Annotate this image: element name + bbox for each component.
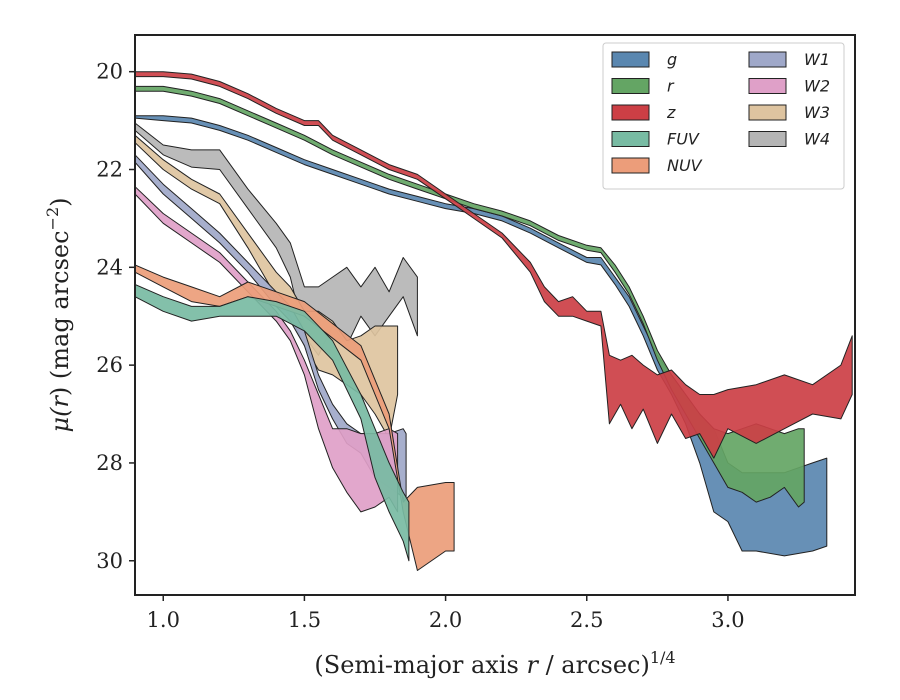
x-tick-label: 3.0 bbox=[711, 608, 744, 632]
band-g bbox=[135, 115, 828, 557]
legend-swatch-r bbox=[611, 78, 650, 94]
y-tick-label: 28 bbox=[96, 451, 123, 475]
y-tick-label: 24 bbox=[96, 255, 123, 279]
band-w3 bbox=[135, 134, 399, 439]
legend-label-fuv: FUV bbox=[667, 130, 700, 149]
legend-label-w2: W2 bbox=[804, 77, 830, 96]
band-z bbox=[135, 71, 853, 459]
legend-swatch-w4 bbox=[748, 131, 787, 147]
x-tick-label: 1.5 bbox=[288, 608, 321, 632]
legend-label-w4: W4 bbox=[804, 130, 830, 149]
legend-label-nuv: NUV bbox=[667, 156, 703, 175]
y-axis-label: μ(r) (mag arcsec−2) bbox=[43, 197, 74, 432]
legend-label-w3: W3 bbox=[804, 103, 830, 122]
legend-label-z: z bbox=[666, 103, 676, 122]
legend-swatch-g bbox=[611, 51, 650, 68]
y-tick-label: 20 bbox=[96, 60, 123, 84]
legend-swatch-w3 bbox=[748, 104, 787, 121]
x-tick-label: 1.0 bbox=[147, 608, 180, 632]
tick-layer: 1.0 1.5 2.0 2.5 3.0 20 22 24 26 28 30 bbox=[96, 60, 744, 632]
legend-swatch-w2 bbox=[748, 78, 787, 94]
band-layer bbox=[135, 71, 853, 571]
x-tick-label: 2.5 bbox=[570, 608, 603, 632]
band-w4 bbox=[135, 122, 418, 356]
y-tick-label: 30 bbox=[96, 549, 123, 573]
y-tick-label: 26 bbox=[96, 353, 123, 377]
legend: grz FUV NUV W1 W2 W3 W4 bbox=[602, 42, 845, 190]
band-fuv bbox=[135, 283, 410, 562]
legend-label-r: r bbox=[667, 77, 675, 96]
legend-swatch-nuv bbox=[611, 157, 650, 174]
legend-label-w1: W1 bbox=[804, 50, 830, 69]
legend-swatch-fuv bbox=[611, 131, 650, 147]
plot-frame bbox=[134, 34, 856, 596]
legend-swatch-z bbox=[611, 104, 650, 121]
x-tick-label: 2.0 bbox=[429, 608, 462, 632]
y-tick-label: 22 bbox=[96, 157, 123, 181]
legend-label-g: g bbox=[667, 50, 677, 69]
legend-swatch-w1 bbox=[748, 51, 787, 68]
x-axis-label: (Semi-major axis r / arcsec)1/4 bbox=[314, 648, 675, 679]
